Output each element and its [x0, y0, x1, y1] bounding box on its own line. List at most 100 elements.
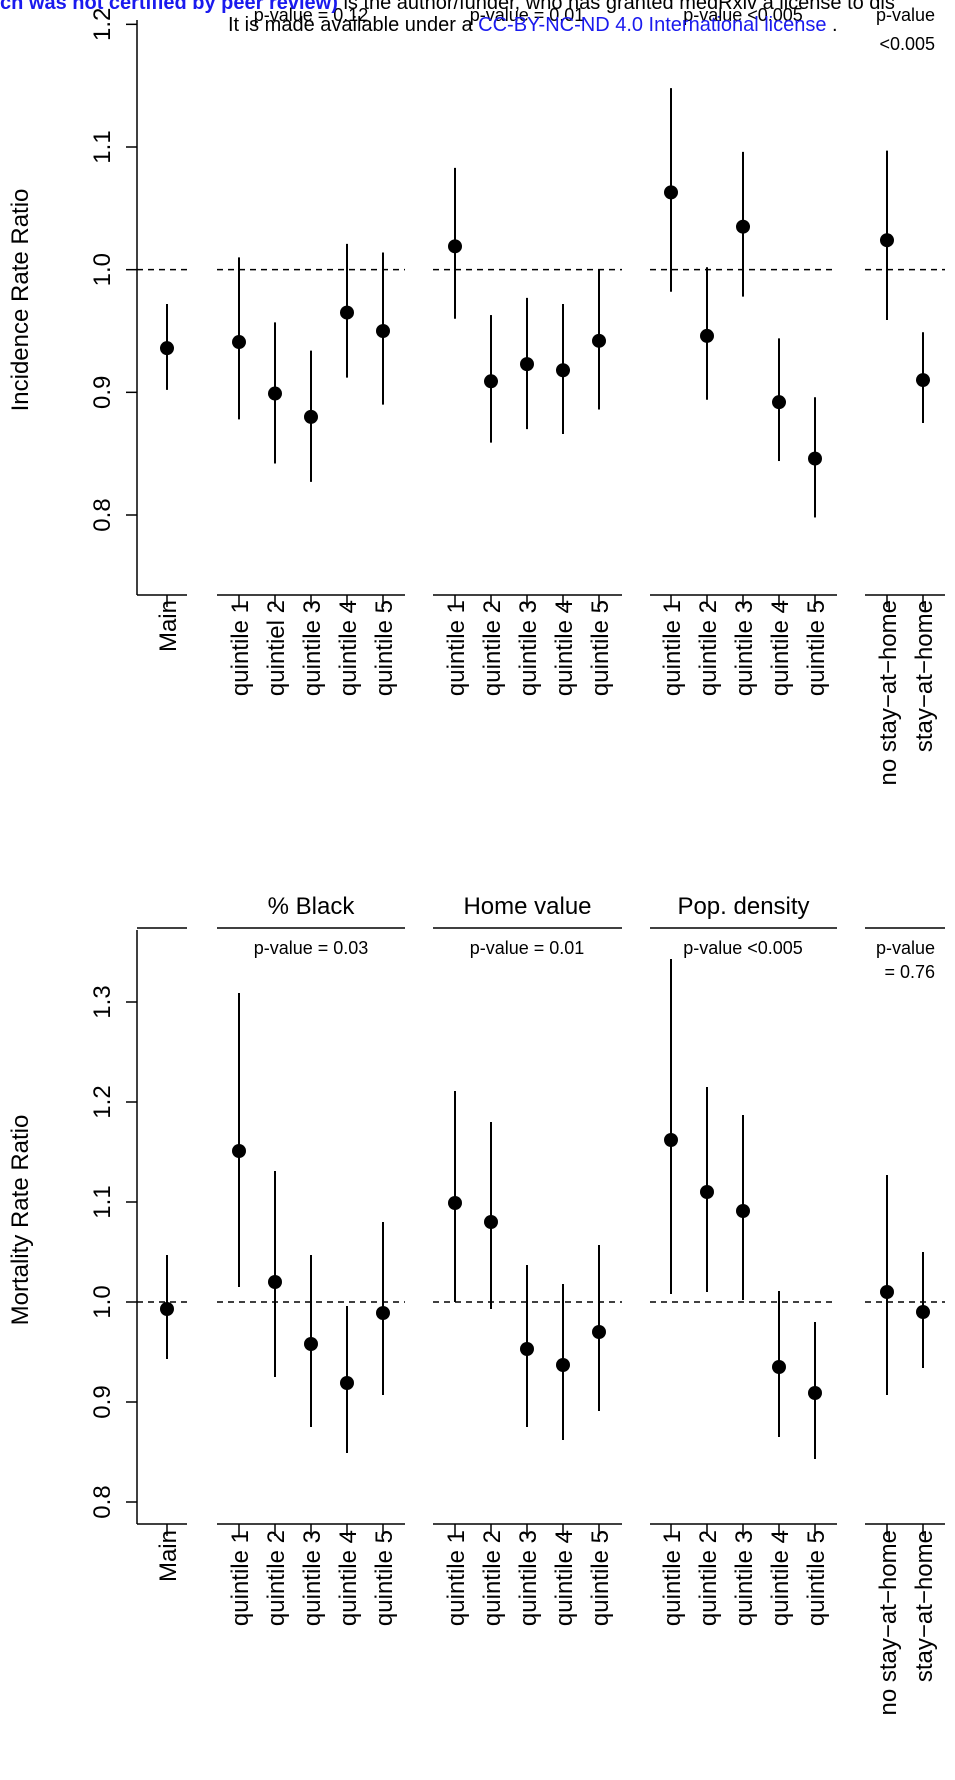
category-label: quintile 3 [299, 1530, 326, 1626]
y-axis-label: Incidence Rate Ratio [7, 189, 34, 412]
category-label: quintile 1 [227, 1530, 254, 1626]
category-label: quintile 3 [515, 1530, 542, 1626]
estimate-point [736, 1204, 750, 1218]
category-label: quintile 5 [371, 600, 398, 696]
category-label: quintile 5 [803, 1530, 830, 1626]
p-value-label: p-value [876, 5, 935, 25]
estimate-point [340, 305, 354, 320]
p-value-label: p-value = 0.03 [254, 938, 369, 958]
y-tick-label: 0.9 [89, 1385, 116, 1418]
license-link[interactable]: CC-BY-NC-ND 4.0 International license [478, 14, 827, 36]
estimate-point [736, 219, 750, 234]
estimate-point [520, 357, 534, 372]
category-label: no stay−at−home [875, 600, 902, 785]
p-value-label: p-value [876, 938, 935, 958]
estimate-point [160, 341, 174, 356]
p-value-label: p-value <0.005 [683, 5, 803, 25]
estimate-point [592, 1325, 606, 1339]
category-label: quintile 4 [551, 1530, 578, 1626]
license-suffix: . [826, 14, 838, 36]
p-value-label: p-value = 0.01 [470, 938, 585, 958]
estimate-point [880, 1285, 894, 1299]
estimate-point [484, 374, 498, 389]
p-value-label: p-value <0.005 [683, 938, 803, 958]
category-label: quintile 2 [479, 1530, 506, 1626]
category-label: quintile 1 [227, 600, 254, 696]
category-label: Main [155, 600, 182, 652]
estimate-point [772, 395, 786, 410]
estimate-point [160, 1302, 174, 1316]
category-label: quintile 5 [371, 1530, 398, 1626]
group-title: % Black [268, 893, 356, 920]
y-tick-label: 0.9 [89, 376, 116, 409]
y-tick-label: 0.8 [89, 498, 116, 531]
category-label: quintile 3 [731, 600, 758, 696]
license-prefix: It is made available under a [228, 14, 479, 36]
estimate-point [556, 363, 570, 378]
category-label: quintile 1 [659, 1530, 686, 1626]
group-title: Pop. density [677, 893, 809, 920]
estimate-point [664, 1133, 678, 1147]
category-label: quintile 1 [443, 600, 470, 696]
y-axis-label: Mortality Rate Ratio [7, 1115, 34, 1326]
category-label: quintile 2 [695, 1530, 722, 1626]
category-label: quintile 2 [695, 600, 722, 696]
category-label: quintile 2 [263, 1530, 290, 1626]
estimate-point [808, 451, 822, 466]
y-tick-label: 1.1 [89, 1185, 116, 1218]
y-tick-label: 1.2 [89, 8, 116, 41]
group-title: Home value [463, 893, 591, 920]
category-label: quintile 4 [551, 600, 578, 696]
estimate-point [772, 1360, 786, 1374]
category-label: quintile 4 [767, 600, 794, 696]
estimate-point [376, 1306, 390, 1320]
estimate-point [664, 185, 678, 200]
category-label: no stay−at−home [875, 1530, 902, 1715]
y-tick-label: 1.1 [89, 130, 116, 163]
category-label: quintile 4 [767, 1530, 794, 1626]
category-label: stay−at−home [911, 1530, 938, 1682]
category-label: Main [155, 1530, 182, 1582]
estimate-point [232, 1144, 246, 1158]
preprint-banner-link[interactable]: ch was not certified by peer review) [0, 0, 338, 14]
category-label: stay−at−home [911, 600, 938, 752]
category-label: quintile 5 [587, 1530, 614, 1626]
estimate-point [556, 1358, 570, 1372]
y-tick-label: 1.0 [89, 1285, 116, 1318]
estimate-point [700, 328, 714, 343]
estimate-point [304, 409, 318, 424]
estimate-point [268, 1275, 282, 1289]
estimate-point [304, 1337, 318, 1351]
p-value-label: p-value = 0.01 [470, 5, 585, 25]
category-label: quintile 3 [731, 1530, 758, 1626]
category-label: quintile 5 [587, 600, 614, 696]
estimate-point [916, 373, 930, 388]
y-tick-label: 1.3 [89, 985, 116, 1018]
preprint-banner-text: is the author/funder, who has granted me… [337, 0, 895, 14]
y-tick-label: 1.2 [89, 1085, 116, 1118]
estimate-point [448, 239, 462, 254]
panel-2: 0.8 0.9 1.0 1.1 1.2 1.3 Mortality Rate Ratio Ma… [7, 893, 945, 1715]
estimate-point [592, 333, 606, 348]
category-label: quintiel 2 [263, 600, 290, 696]
estimate-point [808, 1386, 822, 1400]
category-label: quintile 2 [479, 600, 506, 696]
preprint-banner-line1: ch was not certified by peer review) is … [0, 0, 895, 15]
estimate-point [268, 386, 282, 401]
estimate-point [916, 1305, 930, 1319]
y-tick-label: 0.8 [89, 1485, 116, 1518]
p-value-label: p-value = 0.12 [254, 5, 369, 25]
estimate-point [700, 1185, 714, 1199]
preprint-banner-line2: It is made available under a CC-BY-NC-ND… [228, 14, 838, 37]
p-value-label: <0.005 [879, 34, 935, 54]
estimate-point [520, 1342, 534, 1356]
y-tick-label: 1.0 [89, 253, 116, 286]
category-label: quintile 4 [335, 1530, 362, 1626]
estimate-point [340, 1376, 354, 1390]
estimate-point [232, 335, 246, 350]
estimate-point [880, 233, 894, 248]
category-label: quintile 4 [335, 600, 362, 696]
category-label: quintile 1 [443, 1530, 470, 1626]
